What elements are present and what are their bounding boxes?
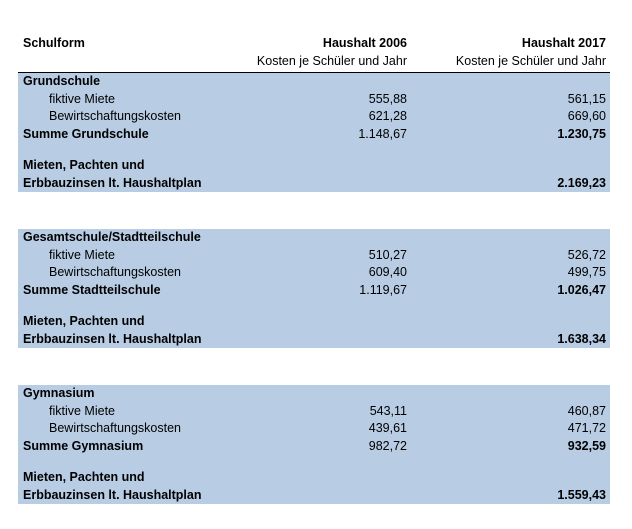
rent-2017: 1.638,34 [557, 331, 606, 346]
rent-label-2: Erbbauzinsen lt. Haushaltplan [23, 331, 202, 346]
value-2006: 510,27 [368, 247, 407, 262]
rent-row: Erbbauzinsen lt. Haushaltplan 1.638,34 [18, 331, 610, 349]
value-2017: 669,60 [567, 109, 606, 123]
table-row: Bewirtschaftungskosten 439,61 471,72 [18, 420, 610, 438]
table-row: Bewirtschaftungskosten 621,28 669,60 [18, 108, 610, 126]
sum-label: Summe Grundschule [23, 126, 149, 141]
sum-2006: 1.119,67 [359, 282, 407, 297]
sum-2017: 932,59 [567, 438, 606, 453]
row-label: Bewirtschaftungskosten [49, 421, 182, 435]
table-row: fiktive Miete 543,11 460,87 [18, 403, 610, 421]
value-2017: 499,75 [567, 265, 606, 279]
value-2006: 609,40 [368, 265, 407, 279]
value-2006: 439,61 [368, 421, 407, 435]
sum-label: Summe Gymnasium [23, 438, 144, 453]
table-row: fiktive Miete 555,88 561,15 [18, 91, 610, 109]
sum-row: Summe Grundschule 1.148,67 1.230,75 [18, 126, 610, 144]
header-2006-title: Haushalt 2006 [322, 36, 407, 50]
table-row: Bewirtschaftungskosten 609,40 499,75 [18, 264, 610, 282]
sum-row: Summe Stadtteilschule 1.119,67 1.026,47 [18, 282, 610, 300]
section-title: Gesamtschule/Stadtteilschule [23, 230, 201, 244]
section-title: Grundschule [23, 74, 101, 88]
value-2017: 526,72 [567, 247, 606, 262]
row-label: fiktive Miete [49, 403, 115, 418]
rent-label-1: Mieten, Pachten und [23, 158, 145, 172]
row-label: fiktive Miete [49, 247, 115, 262]
section-stadtteilschule: Gesamtschule/Stadtteilschule fiktive Mie… [18, 229, 610, 348]
sum-2017: 1.230,75 [557, 126, 606, 141]
value-2006: 621,28 [368, 109, 407, 123]
table-header: Schulform Haushalt 2006 Haushalt 2017 Ko… [18, 34, 610, 73]
rent-row: Erbbauzinsen lt. Haushaltplan 2.169,23 [18, 175, 610, 193]
header-2006-sub: Kosten je Schüler und Jahr [256, 54, 407, 68]
rent-label-1: Mieten, Pachten und [23, 314, 145, 328]
row-label: Bewirtschaftungskosten [49, 265, 182, 279]
value-2006: 543,11 [369, 403, 407, 418]
rent-label-2: Erbbauzinsen lt. Haushaltplan [23, 487, 202, 502]
rent-row: Erbbauzinsen lt. Haushaltplan 1.559,43 [18, 487, 610, 505]
header-2017-title: Haushalt 2017 [521, 36, 606, 50]
row-label: Bewirtschaftungskosten [49, 109, 182, 123]
rent-label-1: Mieten, Pachten und [23, 470, 145, 484]
value-2017: 561,15 [567, 91, 606, 106]
section-grundschule: Grundschule fiktive Miete 555,88 561,15 … [18, 73, 610, 192]
header-2017-sub: Kosten je Schüler und Jahr [455, 54, 606, 68]
rent-2017: 2.169,23 [557, 175, 606, 190]
sum-label: Summe Stadtteilschule [23, 282, 161, 297]
sum-2017: 1.026,47 [557, 282, 606, 297]
section-gymnasium: Gymnasium fiktive Miete 543,11 460,87 Be… [18, 385, 610, 504]
value-2017: 471,72 [567, 421, 606, 435]
sum-2006: 982,72 [368, 438, 407, 453]
table-row: fiktive Miete 510,27 526,72 [18, 247, 610, 265]
rent-label-2: Erbbauzinsen lt. Haushaltplan [23, 175, 202, 190]
sum-2006: 1.148,67 [358, 126, 407, 141]
header-schulform: Schulform [23, 36, 85, 50]
value-2017: 460,87 [567, 403, 606, 418]
section-title: Gymnasium [23, 386, 95, 400]
row-label: fiktive Miete [49, 91, 115, 106]
sum-row: Summe Gymnasium 982,72 932,59 [18, 438, 610, 456]
value-2006: 555,88 [368, 91, 407, 106]
rent-2017: 1.559,43 [557, 487, 606, 502]
